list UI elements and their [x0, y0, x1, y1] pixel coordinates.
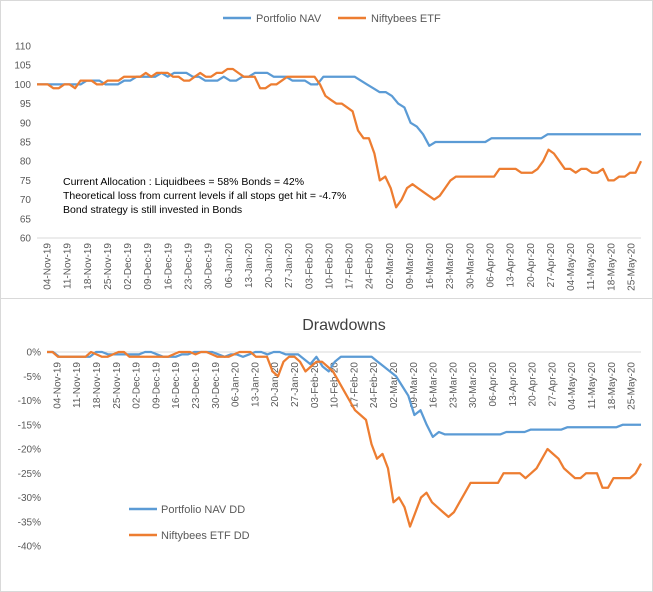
x-tick-label: 13-Jan-20	[250, 362, 261, 407]
drawdown-chart: Drawdowns -40% -35% -30% -25% -20% -15% -10% -5%…	[18, 317, 642, 553]
x-tick-label: 23-Mar-20	[445, 243, 456, 290]
legend-label: Portfolio NAV	[256, 13, 322, 25]
y-tick-label: -40%	[18, 542, 41, 553]
y-tick-label: -10%	[18, 396, 41, 407]
x-tick-label: 16-Dec-19	[163, 243, 174, 290]
x-tick-label: 16-Dec-19	[171, 362, 182, 409]
nav-chart-panel: 60 65 70 75 80 85 90 95 100 105 110 04-Nov-19 11-Nov…	[0, 0, 653, 299]
x-tick-label: 04-Nov-19	[43, 243, 54, 290]
y-tick-label: 70	[20, 195, 32, 206]
x-tick-label: 04-May-20	[566, 243, 577, 291]
x-tick-label: 27-Jan-20	[290, 362, 301, 407]
chart-title: Drawdowns	[302, 317, 386, 334]
y-tick-label: -20%	[18, 445, 41, 456]
y-tick-label: 75	[20, 176, 32, 187]
x-tick-label: 30-Dec-19	[204, 243, 215, 290]
legend-label: Niftybees ETF	[371, 13, 441, 25]
x-tick-label: 20-Apr-20	[528, 362, 539, 407]
x-tick-label: 13-Jan-20	[244, 243, 255, 288]
x-tick-label: 06-Jan-20	[231, 362, 242, 407]
x-tick-label: 16-Mar-20	[429, 362, 440, 409]
x-tick-label: 02-Dec-19	[123, 243, 134, 290]
x-tick-label: 03-Feb-20	[304, 243, 315, 290]
x-tick-label: 17-Feb-20	[345, 243, 356, 290]
x-tick-label: 09-Mar-20	[405, 243, 416, 290]
drawdown-chart-panel: Drawdowns -40% -35% -30% -25% -20% -15% -10% -5%…	[0, 298, 653, 592]
annotation-text: Theoretical loss from current levels if …	[63, 190, 346, 202]
x-tick-label: 30-Dec-19	[211, 362, 222, 409]
x-tick-label: 06-Apr-20	[486, 243, 497, 288]
x-tick-label: 18-Nov-19	[83, 243, 94, 290]
x-tick-label: 20-Jan-20	[264, 243, 275, 288]
x-tick-label: 27-Apr-20	[547, 362, 558, 407]
series-line-niftybees	[37, 67, 643, 209]
nav-chart: 60 65 70 75 80 85 90 95 100 105 110 04-Nov-19 11-Nov…	[14, 13, 643, 291]
y-tick-label: 110	[15, 42, 31, 53]
x-tick-label: 24-Feb-20	[365, 243, 376, 290]
series-line-portfolio	[37, 71, 641, 147]
x-tick-label: 06-Apr-20	[488, 362, 499, 407]
x-tick-label: 02-Mar-20	[389, 362, 400, 409]
x-tick-label: 30-Mar-20	[465, 243, 476, 290]
legend-label: Niftybees ETF DD	[161, 530, 250, 542]
series-line-portfolio	[47, 350, 641, 439]
x-tick-label: 11-May-20	[587, 362, 598, 409]
legend-label: Portfolio NAV DD	[161, 504, 245, 516]
x-tick-label: 18-Nov-19	[92, 362, 103, 409]
annotation-text: Bond strategy is still invested in Bonds	[63, 204, 242, 216]
y-tick-label: 60	[20, 234, 32, 245]
x-tick-label: 23-Dec-19	[184, 243, 195, 290]
x-tick-label: 30-Mar-20	[468, 362, 479, 409]
x-tick-label: 13-Apr-20	[506, 243, 517, 288]
x-tick-label: 25-May-20	[626, 243, 637, 291]
y-tick-label: 100	[14, 80, 31, 91]
series-line-niftybees	[47, 350, 642, 528]
x-tick-label: 24-Feb-20	[369, 362, 380, 409]
x-tick-label: 09-Mar-20	[409, 362, 420, 409]
x-tick-label: 20-Jan-20	[270, 362, 281, 407]
x-tick-label: 16-Mar-20	[425, 243, 436, 290]
y-tick-label: 0%	[27, 348, 42, 359]
x-tick-label: 09-Dec-19	[151, 362, 162, 409]
x-tick-label: 10-Feb-20	[324, 243, 335, 290]
x-tick-label: 11-May-20	[586, 243, 597, 290]
y-tick-label: 80	[20, 157, 32, 168]
y-tick-label: 90	[20, 118, 32, 129]
annotation-text: Current Allocation : Liquidbees = 58% Bo…	[63, 176, 304, 188]
x-tick-label: 27-Jan-20	[284, 243, 295, 288]
x-tick-label: 02-Dec-19	[132, 362, 143, 409]
y-tick-label: -30%	[18, 493, 41, 504]
x-tick-label: 02-Mar-20	[385, 243, 396, 290]
x-tick-label: 04-Nov-19	[52, 362, 63, 409]
x-tick-label: 04-May-20	[567, 362, 578, 410]
x-tick-label: 25-Nov-19	[112, 362, 123, 409]
x-tick-label: 06-Jan-20	[224, 243, 235, 288]
x-tick-label: 10-Feb-20	[330, 362, 341, 409]
y-tick-label: 85	[20, 138, 32, 149]
x-tick-label: 03-Feb-20	[310, 362, 321, 409]
x-tick-label: 11-Nov-19	[72, 362, 83, 408]
x-tick-label: 27-Apr-20	[546, 243, 557, 288]
x-tick-label: 18-May-20	[607, 362, 618, 410]
y-tick-label: -5%	[23, 372, 41, 383]
x-tick-label: 11-Nov-19	[63, 243, 74, 289]
x-tick-label: 17-Feb-20	[349, 362, 360, 409]
x-tick-label: 25-Nov-19	[103, 243, 114, 290]
x-tick-label: 18-May-20	[606, 243, 617, 291]
x-tick-label: 20-Apr-20	[526, 243, 537, 288]
x-tick-label: 13-Apr-20	[508, 362, 519, 407]
y-tick-label: -25%	[18, 469, 41, 480]
y-tick-label: -15%	[18, 420, 41, 431]
x-tick-label: 23-Dec-19	[191, 362, 202, 409]
y-tick-label: 65	[20, 214, 32, 225]
y-tick-label: -35%	[18, 517, 41, 528]
x-tick-label: 25-May-20	[627, 362, 638, 410]
x-tick-label: 09-Dec-19	[143, 243, 154, 290]
y-tick-label: 105	[14, 61, 31, 72]
y-tick-label: 95	[20, 99, 32, 110]
x-tick-label: 23-Mar-20	[448, 362, 459, 409]
